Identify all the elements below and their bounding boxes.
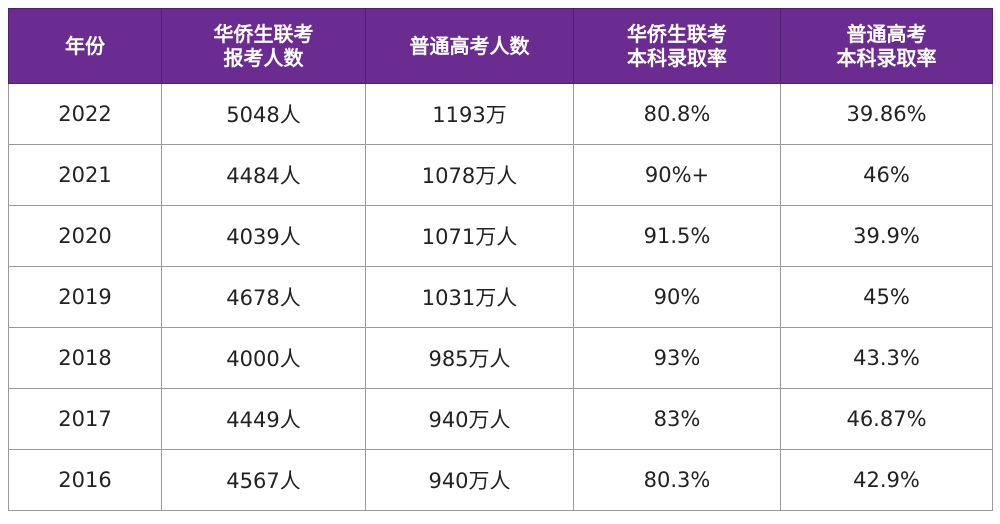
cell-year: 2018 xyxy=(8,327,162,389)
table-row: 2018 4000人 985万人 93% 43.3% xyxy=(8,327,993,389)
header-year: 年份 xyxy=(8,8,162,84)
cell-year: 2020 xyxy=(8,205,162,267)
cell-overseas-admission-rate: 80.3% xyxy=(573,449,781,511)
cell-overseas-admission-rate: 91.5% xyxy=(573,205,781,267)
cell-gaokao-admission-rate: 45% xyxy=(780,266,993,328)
cell-overseas-applicants: 4567人 xyxy=(161,449,366,511)
cell-year: 2016 xyxy=(8,449,162,511)
admission-stats-table-container: 年份 华侨生联考 报考人数 普通高考人数 华侨生联考 本科录取率 普通高考 本科… xyxy=(8,8,993,511)
cell-gaokao-applicants: 1031万人 xyxy=(365,266,574,328)
cell-overseas-admission-rate: 93% xyxy=(573,327,781,389)
cell-gaokao-applicants: 940万人 xyxy=(365,388,574,450)
cell-overseas-admission-rate: 80.8% xyxy=(573,83,781,145)
cell-gaokao-applicants: 940万人 xyxy=(365,449,574,511)
header-gaokao-applicants: 普通高考人数 xyxy=(365,8,574,84)
cell-overseas-applicants: 4484人 xyxy=(161,144,366,206)
admission-stats-table: 年份 华侨生联考 报考人数 普通高考人数 华侨生联考 本科录取率 普通高考 本科… xyxy=(8,8,993,511)
cell-gaokao-applicants: 1193万 xyxy=(365,83,574,145)
cell-year: 2022 xyxy=(8,83,162,145)
cell-year: 2019 xyxy=(8,266,162,328)
header-overseas-applicants: 华侨生联考 报考人数 xyxy=(161,8,366,84)
cell-gaokao-admission-rate: 39.86% xyxy=(780,83,993,145)
cell-overseas-applicants: 4678人 xyxy=(161,266,366,328)
cell-gaokao-admission-rate: 46.87% xyxy=(780,388,993,450)
cell-year: 2021 xyxy=(8,144,162,206)
header-overseas-admission-rate: 华侨生联考 本科录取率 xyxy=(573,8,781,84)
cell-gaokao-admission-rate: 39.9% xyxy=(780,205,993,267)
cell-gaokao-admission-rate: 42.9% xyxy=(780,449,993,511)
cell-overseas-admission-rate: 90%+ xyxy=(573,144,781,206)
cell-year: 2017 xyxy=(8,388,162,450)
cell-overseas-admission-rate: 83% xyxy=(573,388,781,450)
table-header-row: 年份 华侨生联考 报考人数 普通高考人数 华侨生联考 本科录取率 普通高考 本科… xyxy=(8,8,993,84)
table-row: 2019 4678人 1031万人 90% 45% xyxy=(8,266,993,328)
cell-gaokao-admission-rate: 43.3% xyxy=(780,327,993,389)
cell-overseas-applicants: 4449人 xyxy=(161,388,366,450)
cell-overseas-applicants: 4039人 xyxy=(161,205,366,267)
header-gaokao-admission-rate: 普通高考 本科录取率 xyxy=(780,8,993,84)
cell-gaokao-applicants: 1071万人 xyxy=(365,205,574,267)
cell-gaokao-applicants: 985万人 xyxy=(365,327,574,389)
cell-gaokao-admission-rate: 46% xyxy=(780,144,993,206)
table-row: 2021 4484人 1078万人 90%+ 46% xyxy=(8,144,993,206)
cell-overseas-applicants: 4000人 xyxy=(161,327,366,389)
table-row: 2022 5048人 1193万 80.8% 39.86% xyxy=(8,83,993,145)
cell-gaokao-applicants: 1078万人 xyxy=(365,144,574,206)
cell-overseas-admission-rate: 90% xyxy=(573,266,781,328)
table-row: 2017 4449人 940万人 83% 46.87% xyxy=(8,388,993,450)
cell-overseas-applicants: 5048人 xyxy=(161,83,366,145)
table-row: 2016 4567人 940万人 80.3% 42.9% xyxy=(8,449,993,511)
table-row: 2020 4039人 1071万人 91.5% 39.9% xyxy=(8,205,993,267)
